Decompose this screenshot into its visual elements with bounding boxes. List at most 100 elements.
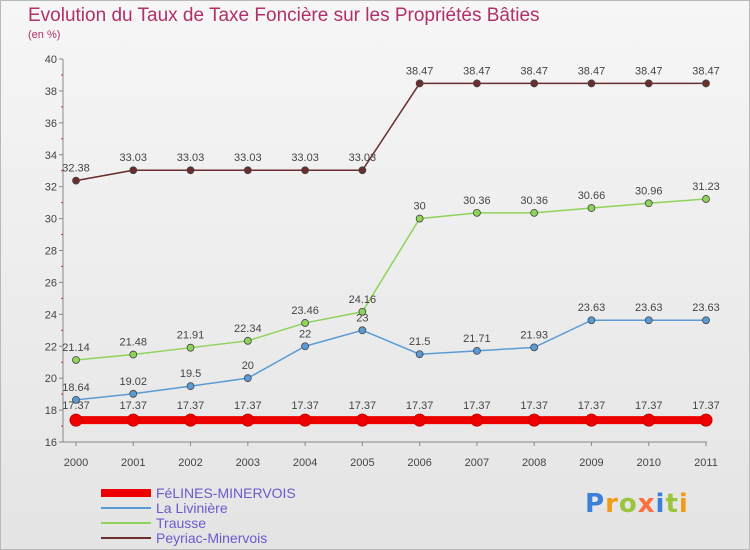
data-label: 30.96: [635, 185, 663, 197]
data-label: 17.37: [62, 400, 90, 412]
data-label: 21.71: [463, 333, 491, 345]
x-tick-label: 2006: [407, 457, 431, 469]
data-point: [186, 343, 195, 352]
legend-label: Trausse: [156, 515, 206, 531]
data-label: 17.37: [120, 400, 148, 412]
data-label: 21.48: [120, 337, 148, 349]
logo-letter: i: [655, 489, 666, 519]
logo-letter: i: [678, 489, 689, 519]
y-tick-label: 20: [45, 373, 57, 385]
data-label: 32.38: [62, 163, 90, 175]
data-label: 31.23: [692, 181, 720, 193]
data-label: 17.37: [578, 400, 606, 412]
data-label: 17.37: [635, 400, 663, 412]
data-point: [644, 316, 653, 325]
data-label: 17.37: [177, 400, 205, 412]
y-tick-label: 32: [45, 182, 57, 194]
logo-letter: o: [618, 489, 638, 519]
data-point: [186, 166, 195, 175]
series-line: [75, 319, 706, 401]
data-label: 17.37: [234, 400, 262, 412]
data-label: 38.47: [520, 65, 548, 77]
data-label: 33.03: [291, 152, 319, 164]
data-point: [584, 413, 598, 427]
data-point: [355, 413, 369, 427]
data-point: [415, 79, 424, 88]
data-point: [644, 199, 653, 208]
data-point: [358, 166, 367, 175]
data-point: [415, 350, 424, 359]
data-label: 17.37: [406, 400, 434, 412]
data-label: 23.63: [635, 302, 663, 314]
data-label: 17.37: [692, 400, 720, 412]
proxiti-logo: Proxiti: [585, 489, 689, 519]
data-point: [699, 413, 713, 427]
data-point: [415, 214, 424, 223]
logo-letter: r: [605, 489, 619, 519]
x-tick-label: 2004: [293, 457, 317, 469]
data-label: 38.47: [578, 65, 606, 77]
data-point: [358, 326, 367, 335]
x-tick-label: 2011: [694, 457, 718, 469]
y-tick-label: 30: [45, 214, 57, 226]
data-point: [129, 166, 138, 175]
data-point: [243, 336, 252, 345]
data-point: [642, 413, 656, 427]
x-tick-label: 2010: [636, 457, 660, 469]
data-point: [530, 79, 539, 88]
data-point: [241, 413, 255, 427]
data-point: [186, 382, 195, 391]
data-point: [129, 350, 138, 359]
legend-label: Peyriac-Minervois: [156, 530, 267, 546]
x-tick-label: 2009: [579, 457, 603, 469]
data-point: [587, 316, 596, 325]
logo-letter: P: [585, 489, 606, 519]
data-point: [530, 208, 539, 217]
data-label: 38.47: [406, 65, 434, 77]
data-point: [473, 346, 481, 355]
data-point: [298, 413, 312, 427]
data-point: [301, 166, 309, 175]
y-tick-label: 24: [45, 309, 57, 321]
data-label: 17.37: [349, 400, 377, 412]
x-tick-label: 2005: [350, 457, 374, 469]
data-label: 19.02: [120, 376, 148, 388]
x-tick-label: 2002: [178, 457, 202, 469]
data-label: 30.66: [578, 190, 606, 202]
y-tick-label: 16: [45, 437, 57, 449]
data-label: 22: [299, 328, 311, 340]
data-point: [184, 413, 198, 427]
data-label: 33.03: [234, 152, 262, 164]
data-point: [702, 195, 710, 203]
y-tick-label: 40: [45, 54, 57, 66]
data-point: [413, 413, 427, 427]
data-label: 21.5: [409, 336, 430, 348]
y-tick-label: 22: [45, 341, 57, 353]
data-point: [72, 356, 80, 364]
series-line: [75, 198, 707, 361]
data-label: 38.47: [692, 65, 720, 77]
data-label: 21.14: [62, 342, 90, 354]
data-label: 23.63: [692, 302, 720, 314]
data-point: [473, 79, 481, 88]
data-label: 33.03: [177, 152, 205, 164]
logo-letter: x: [637, 489, 656, 519]
y-tick-label: 26: [45, 277, 57, 289]
x-tick-label: 2008: [522, 457, 546, 469]
data-label: 30.36: [463, 195, 491, 207]
data-point: [129, 389, 138, 398]
data-label: 21.91: [177, 330, 205, 342]
data-label: 17.37: [463, 400, 491, 412]
data-point: [301, 342, 309, 351]
y-tick-label: 18: [45, 405, 57, 417]
data-label: 22.34: [234, 323, 262, 335]
data-label: 33.03: [349, 152, 377, 164]
data-point: [243, 374, 252, 383]
data-label: 38.47: [463, 65, 491, 77]
data-point: [470, 413, 484, 427]
data-label: 21.93: [520, 329, 548, 341]
x-tick-label: 2001: [121, 457, 145, 469]
chart-unit-label: (en %): [28, 29, 61, 41]
